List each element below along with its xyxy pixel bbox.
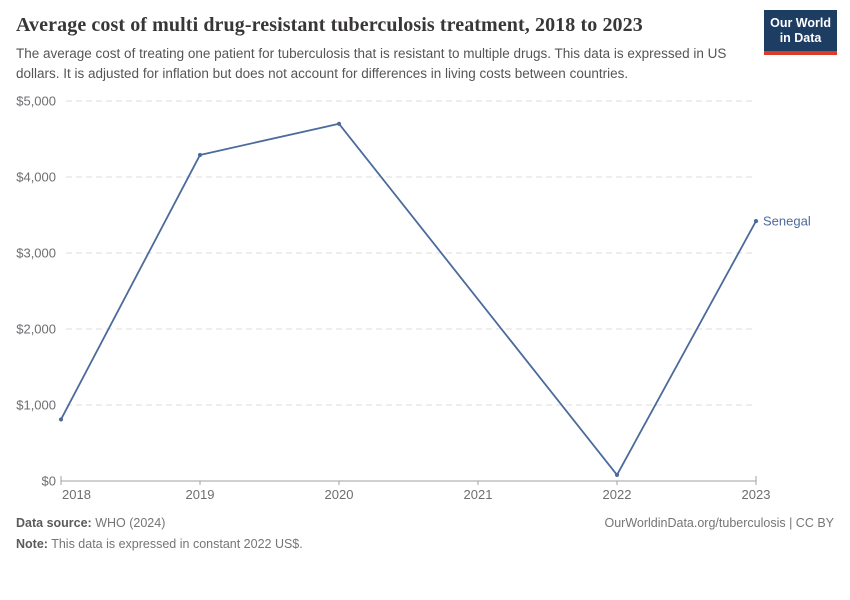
y-tick-label: $3,000 xyxy=(16,246,56,261)
x-tick-label: 2020 xyxy=(325,487,354,502)
data-point-marker xyxy=(197,152,203,158)
data-source-line: Data source: WHO (2024) xyxy=(16,513,303,534)
y-tick-label: $1,000 xyxy=(16,398,56,413)
line-chart: $0 $1,000 $2,000 $3,000 $4,000 $5,000 2018 2019… xyxy=(16,94,811,503)
credit-line: OurWorldinData.org/tuberculosis | CC BY xyxy=(604,516,835,530)
data-point-marker xyxy=(753,218,759,224)
y-tick-label: $5,000 xyxy=(16,94,56,109)
y-tick-label: $4,000 xyxy=(16,170,56,185)
footer-left: Data source: WHO (2024) Note: This data … xyxy=(16,513,303,555)
data-point-marker xyxy=(614,472,620,478)
data-source-label: Data source: xyxy=(16,516,92,530)
footer: Data source: WHO (2024) Note: This data … xyxy=(0,509,850,555)
x-tick-label: 2021 xyxy=(464,487,493,502)
note-value: This data is expressed in constant 2022 … xyxy=(51,537,303,551)
owid-logo: Our World in Data xyxy=(764,10,837,55)
y-tick-label: $2,000 xyxy=(16,322,56,337)
page-title: Average cost of multi drug-resistant tub… xyxy=(16,14,643,36)
series-line xyxy=(60,122,757,476)
note-line: Note: This data is expressed in constant… xyxy=(16,534,303,555)
data-point-marker xyxy=(336,121,342,126)
x-tick-label: 2022 xyxy=(603,487,632,502)
y-tick-label: $0 xyxy=(42,474,56,489)
note-label: Note: xyxy=(16,537,48,551)
chart-subtitle: The average cost of treating one patient… xyxy=(16,46,727,81)
owid-logo-line2: in Data xyxy=(779,31,822,45)
chart-header: Average cost of multi drug-resistant tub… xyxy=(0,0,850,84)
entity-label: Senegal xyxy=(763,214,811,229)
data-point-marker xyxy=(58,417,64,422)
data-source-value: WHO (2024) xyxy=(95,516,166,530)
x-tick-label: 2019 xyxy=(186,487,215,502)
x-tick-label: 2023 xyxy=(742,487,771,502)
owid-logo-line1: Our World xyxy=(770,16,831,30)
x-tick-label: 2018 xyxy=(62,487,91,502)
